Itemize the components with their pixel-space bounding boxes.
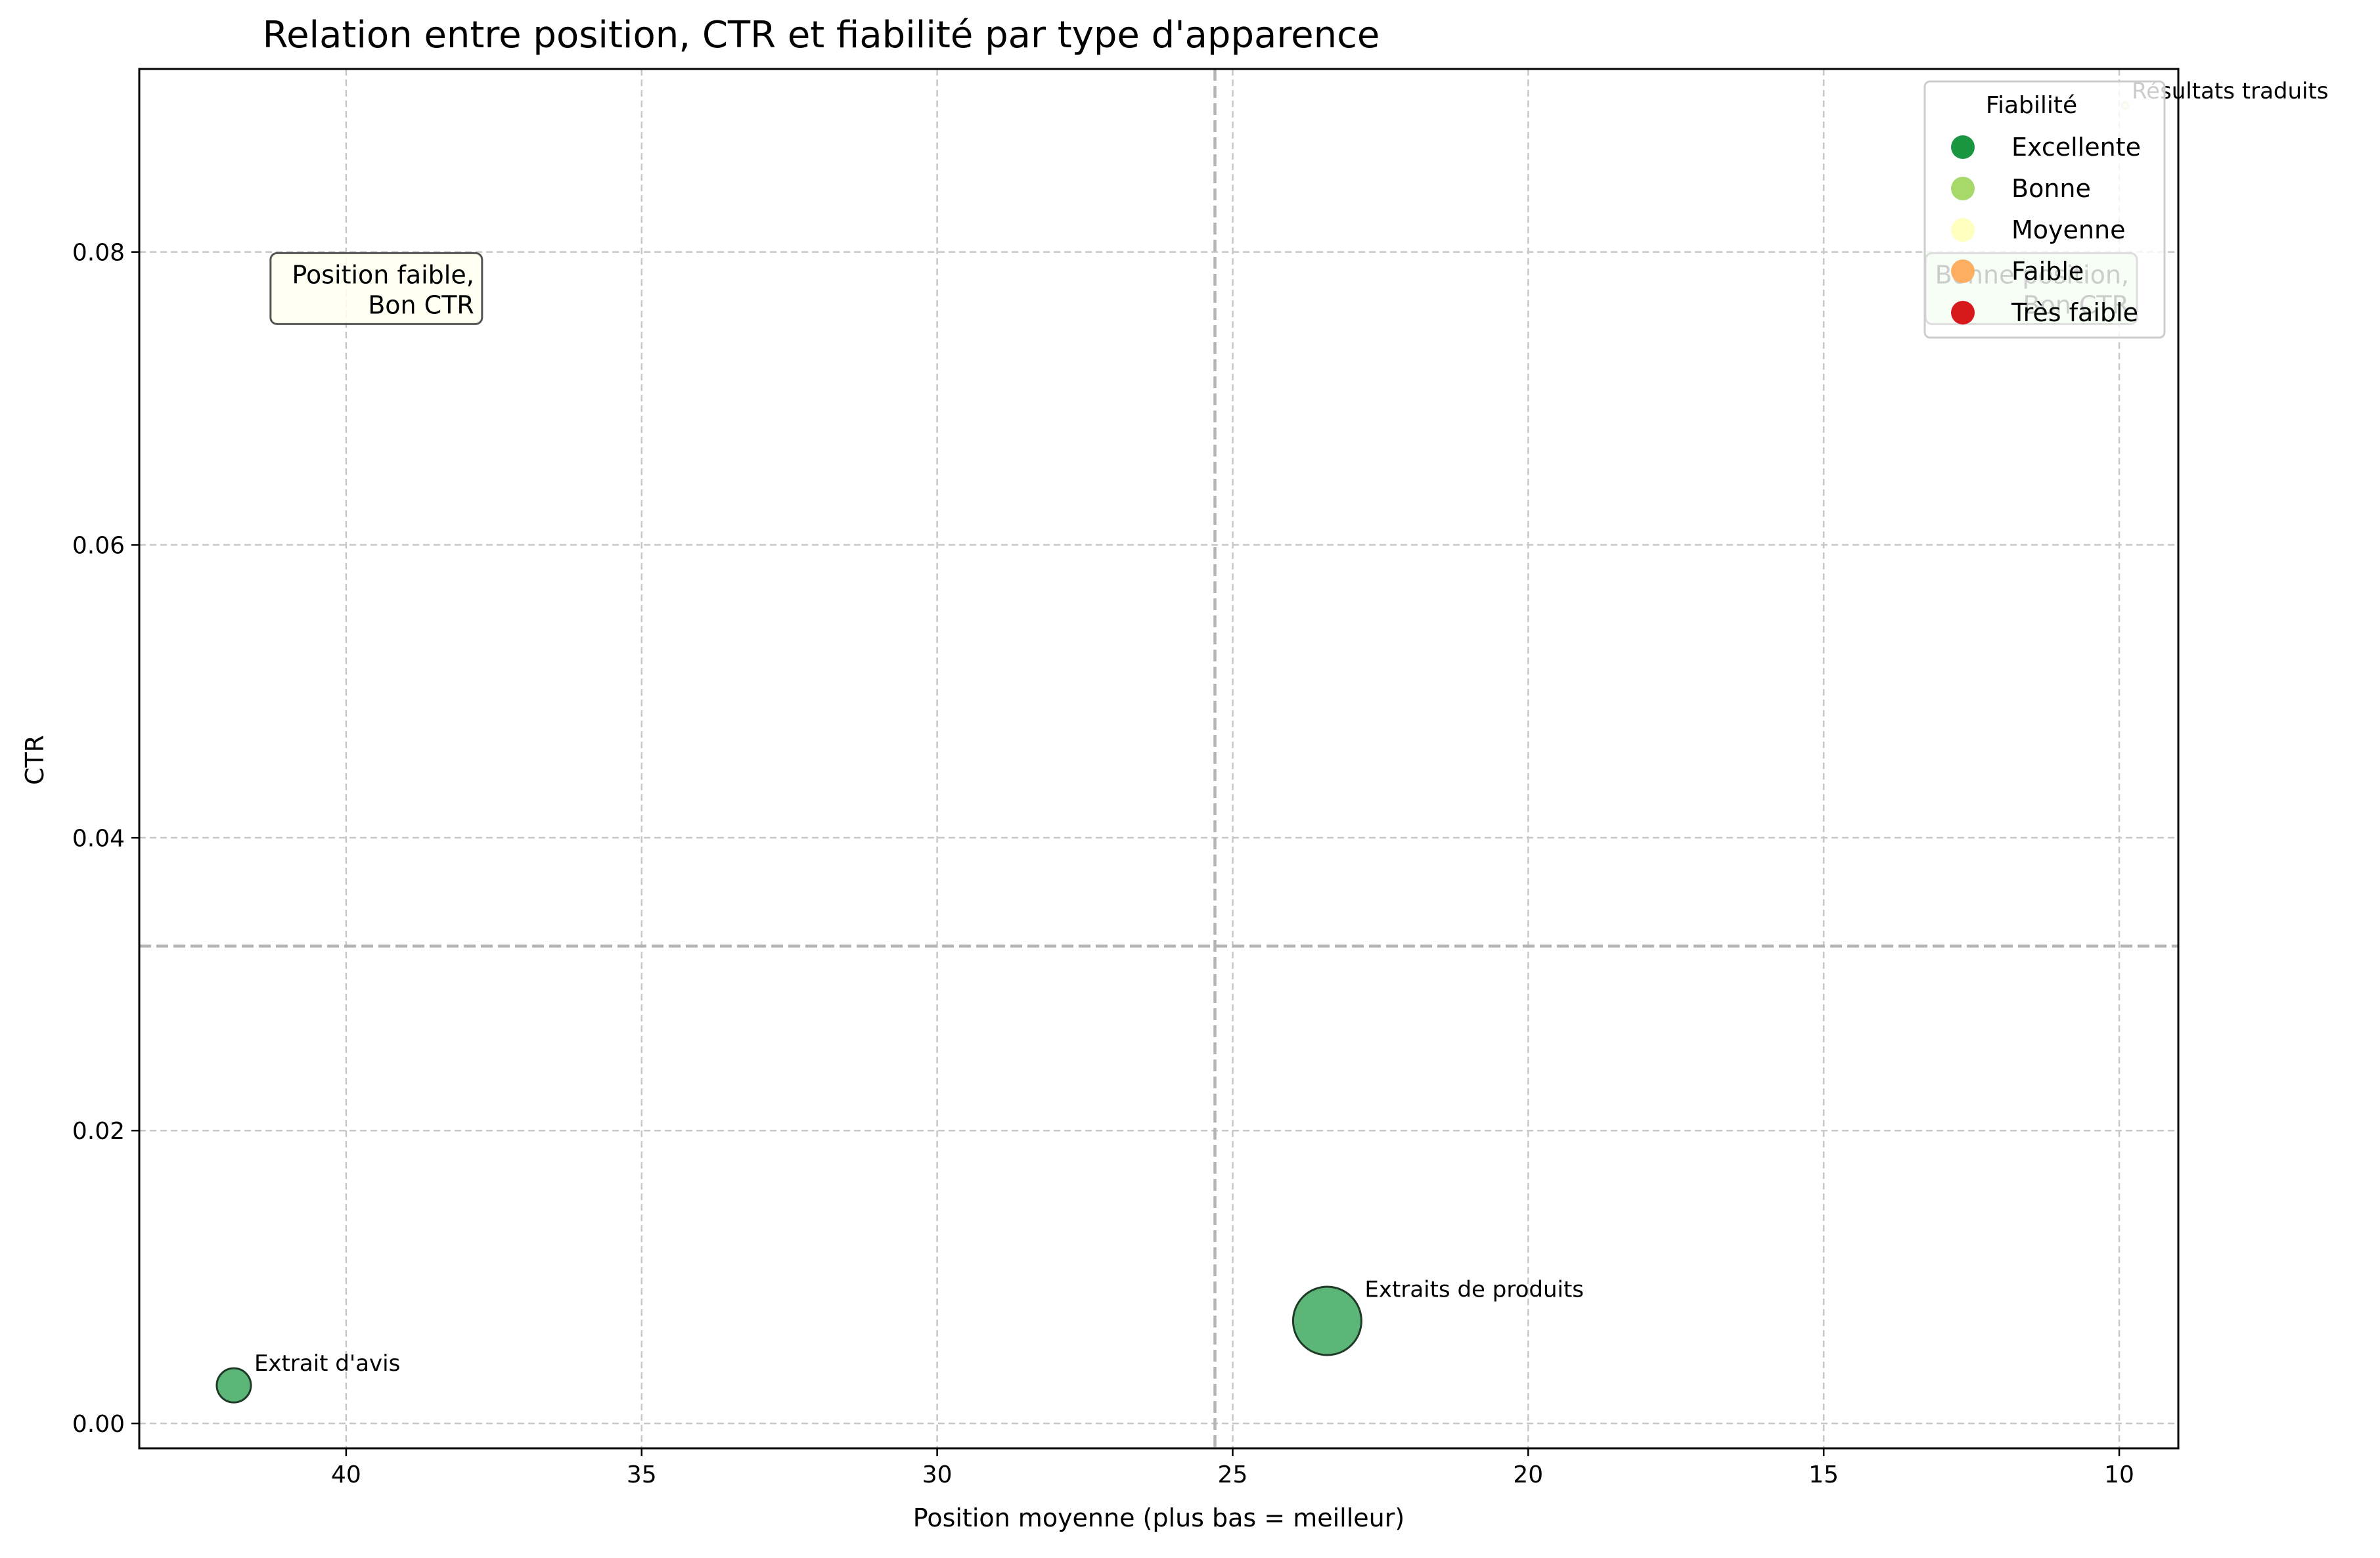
legend-marker (1951, 135, 1975, 159)
y-tick-label: 0.02 (72, 1118, 125, 1145)
legend-marker (1951, 177, 1975, 200)
legend-marker (1951, 301, 1975, 324)
y-axis-ticks: 0.00 0.02 0.04 0.06 0.08 (72, 240, 139, 1438)
legend: Fiabilité Excellente Bonne Moyenne Faible Trè… (1923, 80, 2166, 339)
x-tick-label: 30 (922, 1461, 953, 1488)
y-axis-label: CTR (20, 735, 49, 785)
x-axis-ticks: 40 35 30 25 20 15 10 (331, 1448, 2134, 1488)
y-tick-label: 0.00 (72, 1411, 125, 1438)
data-points (215, 101, 2130, 1404)
x-tick-label: 15 (1808, 1461, 1839, 1488)
y-tick-label: 0.06 (72, 533, 125, 560)
x-tick-label: 25 (1218, 1461, 1248, 1488)
point-label: Extraits de produits (1364, 1276, 1584, 1302)
annotation-box (269, 252, 483, 325)
point-label: Extrait d'avis (254, 1350, 400, 1377)
reference-lines (139, 69, 2178, 1448)
grid-lines (139, 69, 2178, 1448)
x-tick-label: 10 (2104, 1461, 2134, 1488)
legend-frame (1923, 80, 2166, 339)
x-tick-label: 35 (627, 1461, 657, 1488)
legend-label: Très faible (2011, 298, 2138, 327)
legend-marker (1951, 259, 1975, 283)
legend-label: Excellente (2011, 133, 2141, 162)
x-tick-label: 40 (331, 1461, 361, 1488)
legend-title: Fiabilité (1986, 92, 2077, 119)
legend-label: Faible (2011, 257, 2084, 286)
data-point (215, 1367, 252, 1404)
y-tick-label: 0.08 (72, 240, 125, 267)
legend-marker (1951, 218, 1975, 242)
plot-frame (138, 68, 2180, 1450)
x-tick-label: 20 (1513, 1461, 1543, 1488)
x-axis-label: Position moyenne (plus bas = meilleur) (913, 1503, 1404, 1532)
annotation-line: Position faible, (292, 260, 474, 289)
data-point (1291, 1285, 1362, 1356)
legend-label: Moyenne (2011, 215, 2125, 244)
legend-label: Bonne (2011, 174, 2091, 203)
annotation-line: Bon CTR (368, 290, 474, 319)
chart-title: Relation entre position, CTR et fiabilit… (263, 14, 1380, 56)
y-tick-label: 0.04 (72, 825, 125, 852)
